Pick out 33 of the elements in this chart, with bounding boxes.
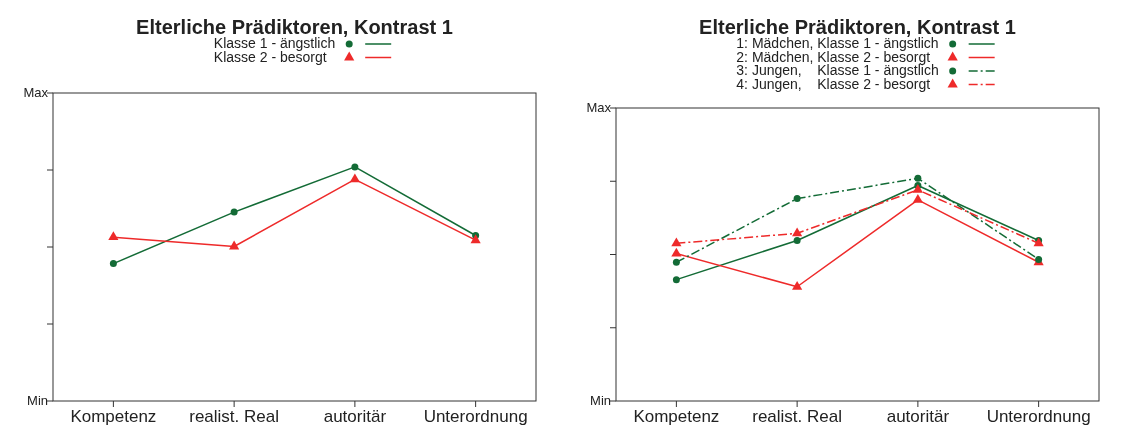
- point: [671, 237, 682, 247]
- text: Min: [590, 393, 611, 408]
- point: [470, 234, 481, 244]
- text: Min: [27, 393, 48, 408]
- point: [792, 227, 803, 237]
- x-tick-label: Kompetenz: [70, 407, 157, 426]
- x-tick-label: Kompetenz: [633, 407, 720, 426]
- point: [914, 174, 922, 182]
- point: [672, 258, 680, 266]
- x-tick-label: Unterordnung: [986, 407, 1091, 426]
- text: Max: [23, 85, 49, 100]
- legend-label: Klasse 1 - ängstlich: [213, 35, 336, 51]
- x-tick-label: autoritär: [323, 407, 387, 426]
- x-tick-label: autoritär: [886, 407, 950, 426]
- text: Max: [586, 100, 612, 115]
- point: [229, 240, 240, 250]
- point: [792, 280, 803, 290]
- point: [109, 260, 117, 268]
- point: [912, 184, 923, 193]
- x-tick-label: realist. Real: [189, 407, 280, 426]
- point: [793, 195, 801, 203]
- point: [912, 194, 923, 203]
- point: [672, 276, 680, 284]
- point: [793, 236, 801, 244]
- point: [230, 208, 238, 216]
- x-tick-label: realist. Real: [752, 407, 843, 426]
- x-tick-label: Unterordnung: [423, 407, 528, 426]
- point: [108, 231, 119, 241]
- point: [671, 247, 682, 257]
- chart-title: Elterliche Prädiktoren, Kontrast 1: [699, 16, 1016, 38]
- chart-title: Elterliche Prädiktoren, Kontrast 1: [136, 16, 453, 38]
- point: [349, 173, 360, 183]
- point: [351, 163, 359, 171]
